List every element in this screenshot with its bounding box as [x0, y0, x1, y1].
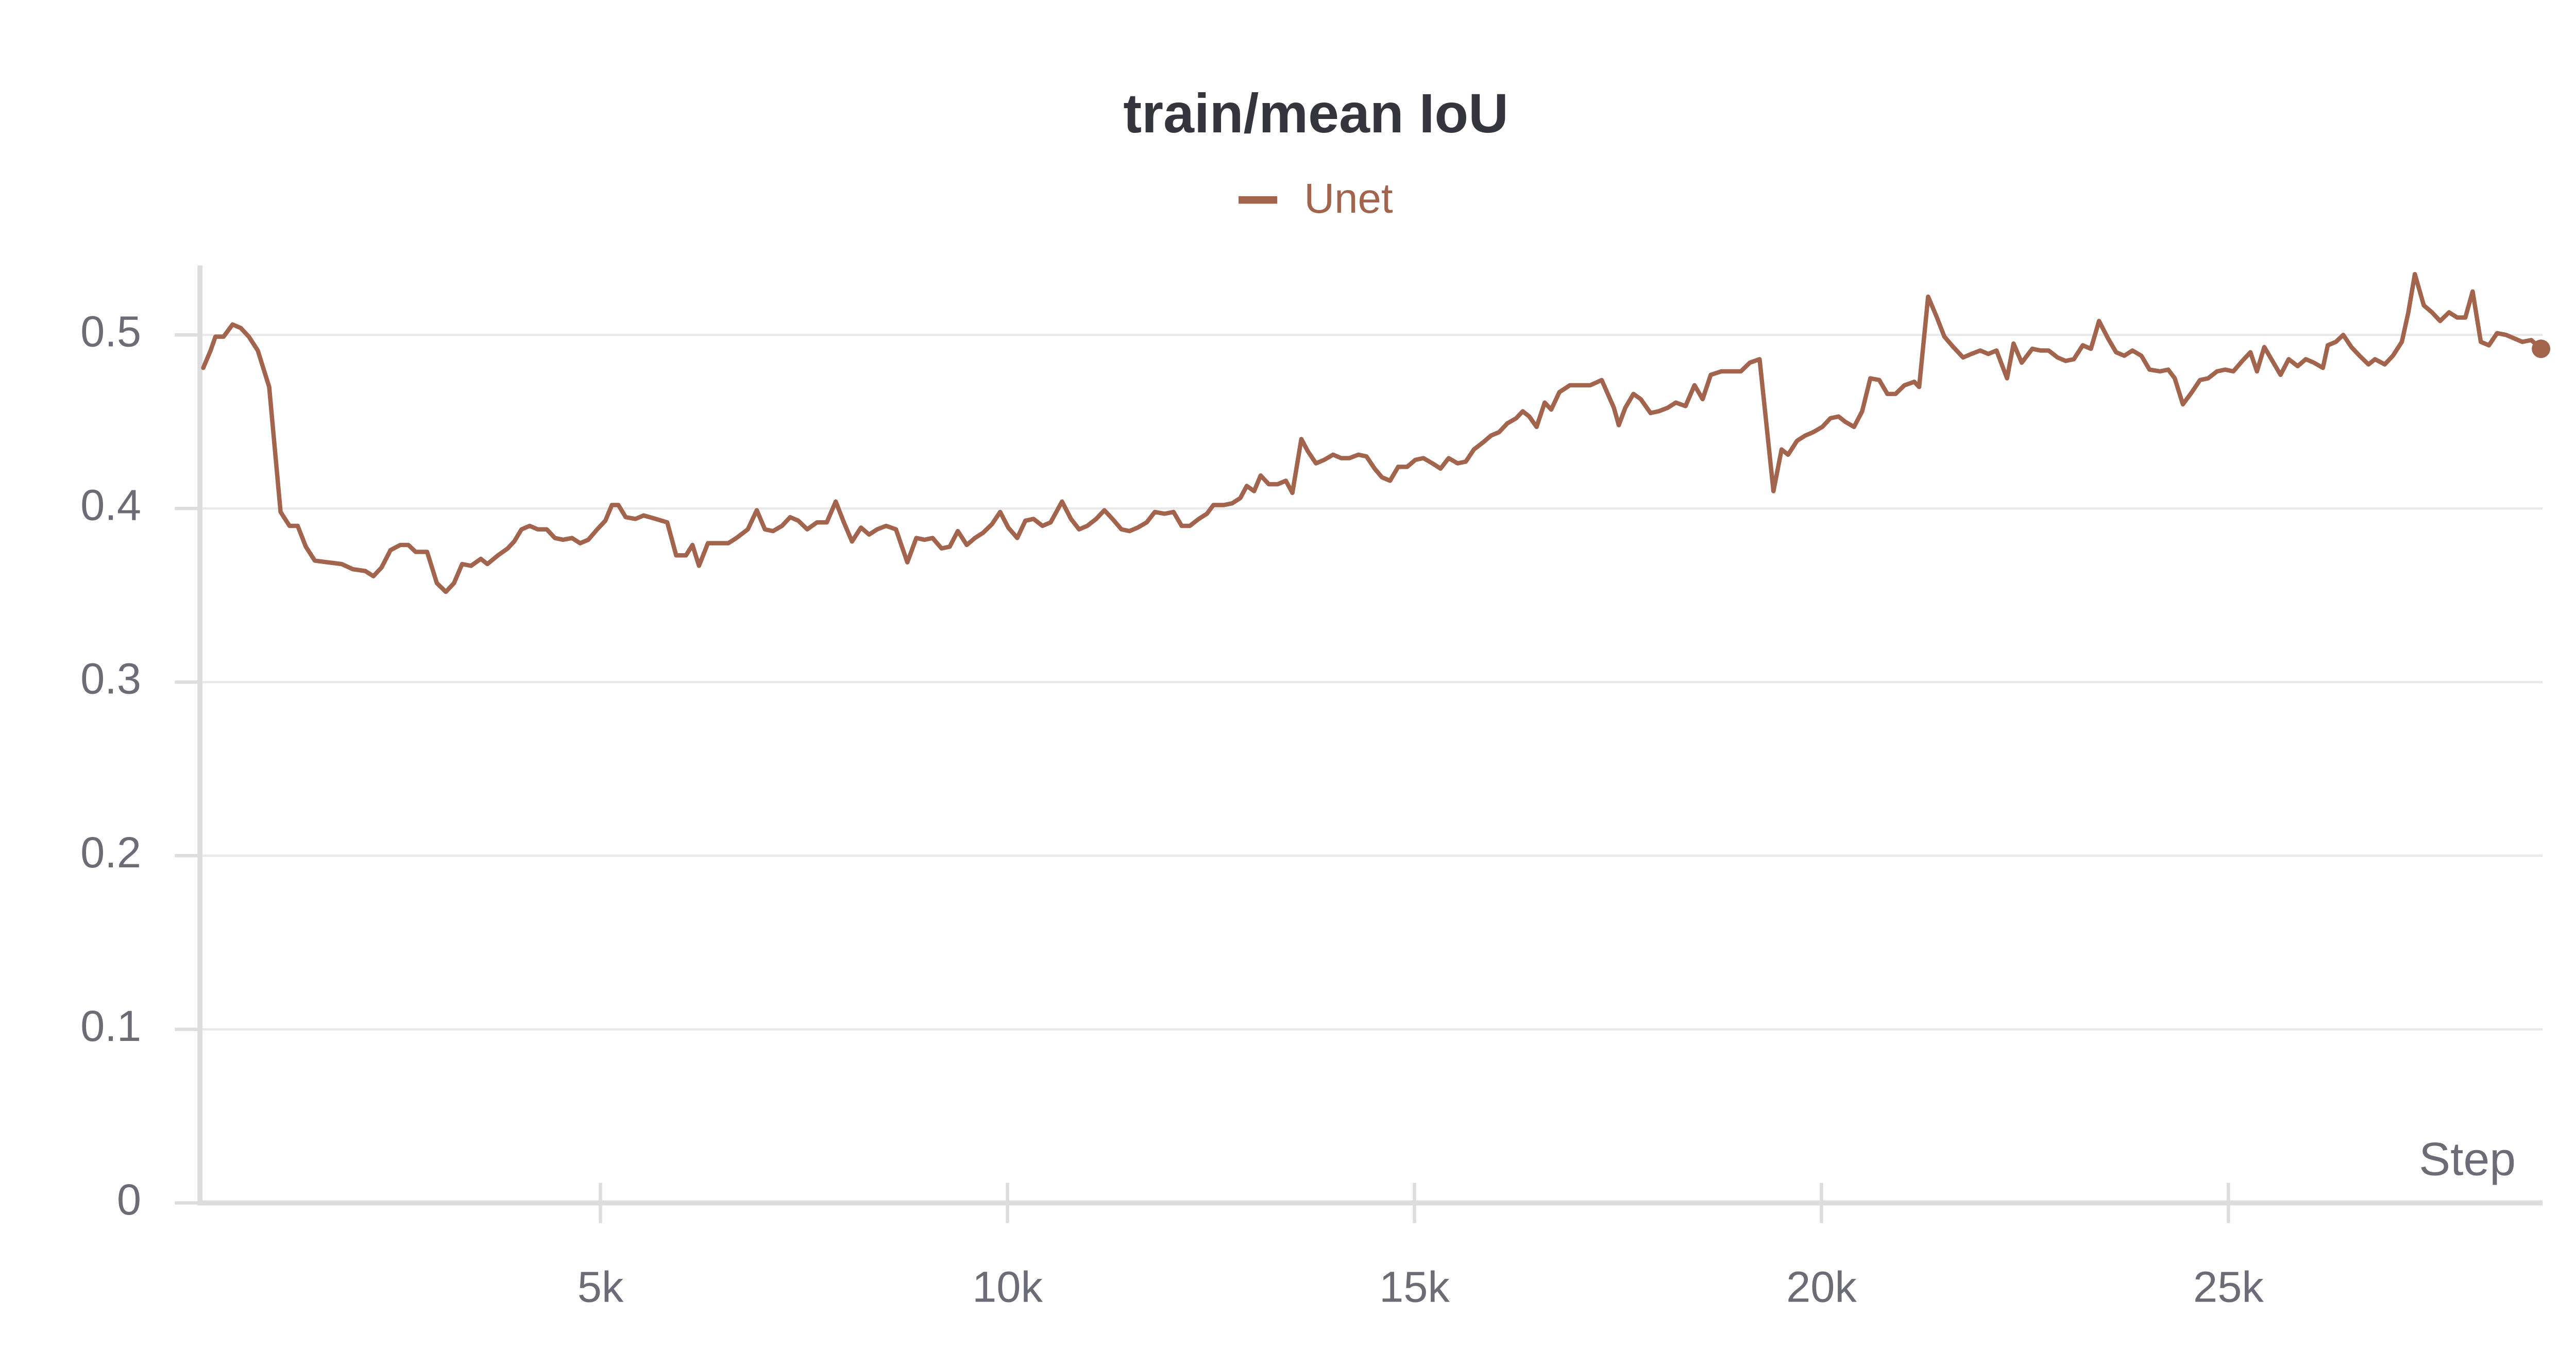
- x-tick-label: 5k: [578, 1262, 624, 1311]
- x-tick-label: 25k: [2193, 1262, 2264, 1311]
- legend: Unet: [1239, 175, 1393, 222]
- x-tick-label: 10k: [972, 1262, 1043, 1311]
- y-tick-label: 0: [117, 1175, 141, 1224]
- x-tick-label: 20k: [1786, 1262, 1857, 1311]
- end-point: [2532, 339, 2551, 358]
- y-tick-label: 0.4: [80, 481, 141, 529]
- chart-title: train/mean IoU: [1123, 82, 1509, 144]
- legend-label: Unet: [1304, 175, 1393, 222]
- x-axis-label: Step: [2419, 1133, 2516, 1185]
- y-tick-label: 0.2: [80, 828, 141, 877]
- axes: 0 0.1 0.2 0.3 0.4 0.5 5k 10k 15k 20k 25k: [80, 265, 2543, 1311]
- line-series: [201, 272, 2544, 594]
- y-tick-label: 0.1: [80, 1001, 141, 1050]
- y-tick-label: 0.5: [80, 307, 141, 356]
- x-tick-label: 15k: [1379, 1262, 1450, 1311]
- plot-area: [201, 272, 2551, 594]
- y-tick-label: 0.3: [80, 654, 141, 703]
